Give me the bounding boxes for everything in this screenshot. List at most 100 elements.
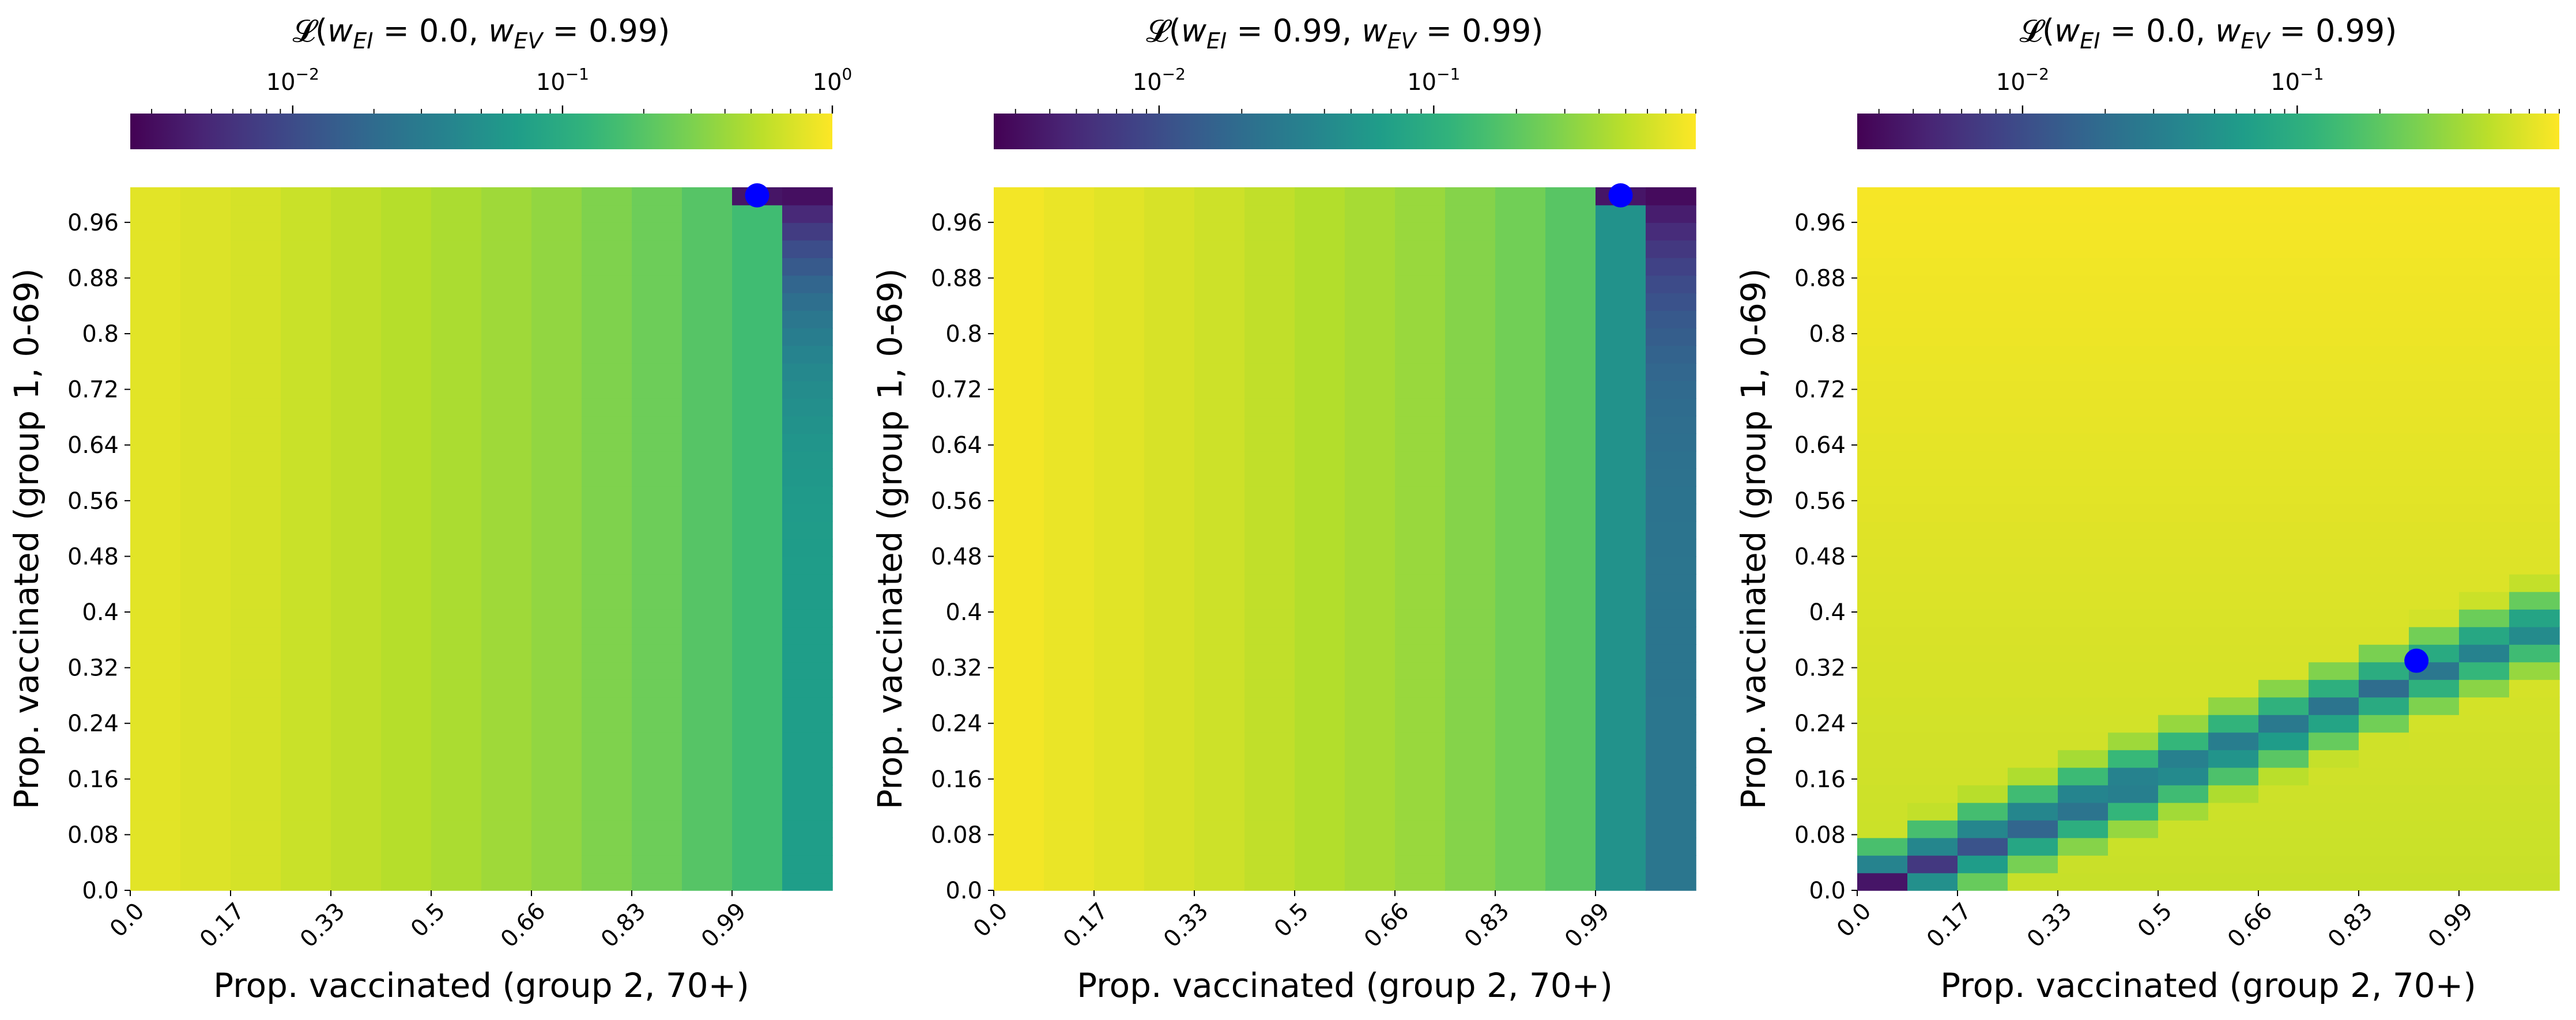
heatmap-cell bbox=[1857, 662, 1908, 680]
heatmap-cell bbox=[130, 187, 181, 206]
heatmap-cell bbox=[632, 380, 682, 399]
heatmap-cell bbox=[281, 187, 331, 206]
heatmap-cell bbox=[481, 697, 532, 715]
heatmap-cell bbox=[1194, 802, 1245, 821]
heatmap-cell bbox=[1646, 644, 1696, 663]
heatmap-cell bbox=[481, 415, 532, 434]
heatmap-cell bbox=[331, 205, 382, 223]
heatmap-cell bbox=[2058, 345, 2109, 364]
heatmap-cell bbox=[2309, 345, 2359, 364]
heatmap-cell bbox=[1295, 504, 1345, 522]
title-weight-2: w bbox=[2215, 13, 2241, 49]
heatmap-cell bbox=[582, 240, 632, 258]
heatmap-cell bbox=[2409, 363, 2460, 381]
heatmap-cell bbox=[994, 521, 1044, 539]
heatmap-cell bbox=[331, 750, 382, 768]
heatmap-cell bbox=[1958, 187, 2008, 206]
heatmap-cell bbox=[1596, 293, 1646, 311]
heatmap-cell bbox=[130, 205, 181, 223]
heatmap-cell bbox=[1144, 451, 1195, 469]
heatmap-cell bbox=[2158, 837, 2209, 856]
heatmap-cell bbox=[2459, 486, 2510, 504]
heatmap-cell bbox=[331, 293, 382, 311]
heatmap-cell bbox=[431, 240, 482, 258]
heatmap-cell bbox=[632, 662, 682, 680]
heatmap-cell bbox=[2258, 837, 2309, 856]
heatmap-cell bbox=[1445, 750, 1496, 768]
y-tick-label: 0.96 bbox=[67, 210, 119, 236]
heatmap-cell bbox=[2008, 521, 2058, 539]
heatmap-cell bbox=[994, 750, 1044, 768]
heatmap-cell bbox=[2058, 275, 2109, 293]
heatmap-cell bbox=[1144, 574, 1195, 592]
heatmap-cell bbox=[1194, 697, 1245, 715]
heatmap-cell bbox=[994, 451, 1044, 469]
heatmap-cell bbox=[1907, 433, 1958, 452]
heatmap-cell bbox=[2108, 785, 2159, 803]
heatmap-cell bbox=[1596, 486, 1646, 504]
heatmap-cell bbox=[130, 609, 181, 628]
heatmap-cell bbox=[1244, 521, 1295, 539]
heatmap-cell bbox=[682, 820, 733, 838]
heatmap-cell bbox=[732, 872, 783, 891]
heatmap-cell bbox=[1545, 451, 1596, 469]
heatmap-cell bbox=[2359, 644, 2409, 663]
heatmap-cell bbox=[1244, 328, 1295, 346]
heatmap-cell bbox=[782, 222, 833, 241]
heatmap-cell bbox=[1958, 715, 2008, 733]
heatmap-cell bbox=[2409, 205, 2460, 223]
heatmap-cell bbox=[531, 433, 582, 452]
heatmap-cell bbox=[782, 398, 833, 417]
heatmap-cell bbox=[1094, 293, 1145, 311]
heatmap-cell bbox=[1857, 504, 1908, 522]
heatmap-cell bbox=[1445, 504, 1496, 522]
heatmap-cell bbox=[1194, 451, 1245, 469]
heatmap-cell bbox=[2008, 591, 2058, 610]
heatmap-cell bbox=[2258, 715, 2309, 733]
heatmap-cell bbox=[2409, 310, 2460, 328]
heatmap-cell bbox=[782, 820, 833, 838]
heatmap-cell bbox=[1857, 697, 1908, 715]
heatmap-cell bbox=[2409, 328, 2460, 346]
heatmap-cell bbox=[531, 345, 582, 364]
heatmap-cell bbox=[1545, 205, 1596, 223]
heatmap-cell bbox=[994, 679, 1044, 698]
heatmap-cell bbox=[2058, 767, 2109, 785]
heatmap-cell bbox=[130, 345, 181, 364]
heatmap-cell bbox=[431, 433, 482, 452]
heatmap-cell bbox=[732, 240, 783, 258]
heatmap-cell bbox=[2258, 293, 2309, 311]
heatmap-cell bbox=[632, 802, 682, 821]
y-tick-label: 0.64 bbox=[67, 432, 119, 459]
heatmap-cell bbox=[1295, 626, 1345, 645]
heatmap-cell bbox=[1395, 345, 1446, 364]
heatmap-cell bbox=[732, 222, 783, 241]
heatmap-cell bbox=[2509, 415, 2560, 434]
heatmap-cell bbox=[2459, 872, 2510, 891]
heatmap-cell bbox=[281, 872, 331, 891]
heatmap-cell bbox=[2359, 486, 2409, 504]
heatmap-cell bbox=[2058, 715, 2109, 733]
heatmap-cell bbox=[682, 293, 733, 311]
heatmap-cell bbox=[682, 802, 733, 821]
heatmap-cell bbox=[281, 451, 331, 469]
heatmap-cell bbox=[1194, 293, 1245, 311]
heatmap-cell bbox=[531, 398, 582, 417]
heatmap-cell bbox=[1646, 345, 1696, 364]
heatmap-cell bbox=[1495, 486, 1546, 504]
heatmap-cell bbox=[431, 398, 482, 417]
heatmap-cell bbox=[732, 415, 783, 434]
heatmap-cell bbox=[732, 715, 783, 733]
heatmap-cell bbox=[1596, 591, 1646, 610]
heatmap-cell bbox=[1495, 187, 1546, 206]
heatmap-cell bbox=[2459, 310, 2510, 328]
heatmap-cell bbox=[1244, 486, 1295, 504]
heatmap-cell bbox=[2008, 697, 2058, 715]
heatmap-cell bbox=[2158, 802, 2209, 821]
heatmap-cell bbox=[431, 679, 482, 698]
heatmap-cell bbox=[2309, 310, 2359, 328]
heatmap-cell bbox=[1646, 802, 1696, 821]
heatmap-cell bbox=[1094, 644, 1145, 663]
heatmap-cell bbox=[531, 380, 582, 399]
heatmap-cell bbox=[531, 591, 582, 610]
